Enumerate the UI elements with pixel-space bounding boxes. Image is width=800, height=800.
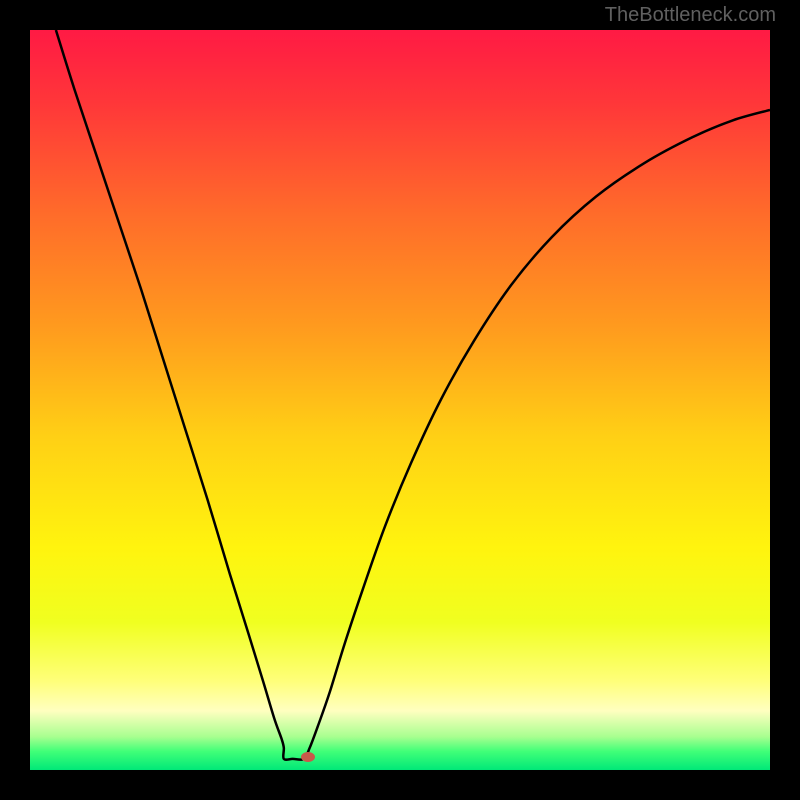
plot-area [30, 30, 770, 770]
curve-line [30, 30, 770, 770]
watermark-text: TheBottleneck.com [605, 4, 776, 27]
minimum-marker-dot [301, 752, 315, 762]
